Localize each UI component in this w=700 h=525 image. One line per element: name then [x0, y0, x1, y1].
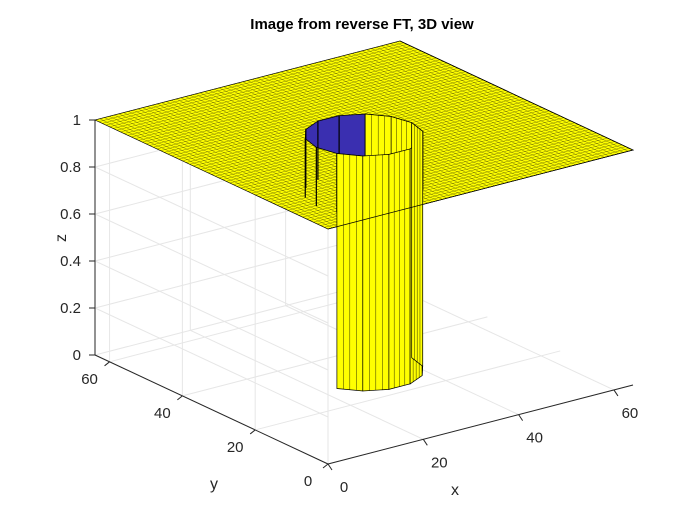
mesh-line	[390, 43, 624, 153]
axis-line	[94, 354, 329, 465]
mesh-line	[138, 61, 444, 141]
grid-line	[255, 350, 561, 431]
mesh-line	[131, 57, 437, 138]
y-tick-label: 0	[304, 473, 312, 490]
mesh-line	[102, 44, 408, 124]
mesh-line	[120, 52, 426, 133]
mesh-line	[171, 76, 477, 156]
mesh-line	[105, 45, 411, 126]
mesh-line	[94, 40, 401, 121]
x-tick-label: 20	[431, 454, 448, 471]
mesh-line	[124, 54, 430, 134]
z-tick-label: 0	[73, 347, 81, 364]
x-tick-mark	[518, 414, 524, 421]
mesh-line	[299, 66, 533, 177]
mesh-line	[323, 60, 557, 170]
mesh-line	[116, 51, 422, 131]
mesh-line	[167, 74, 473, 155]
mesh-line	[380, 45, 615, 156]
y-tick-mark	[104, 361, 110, 367]
y-tick-mark	[249, 429, 256, 435]
z-tick-label: 0.4	[60, 253, 81, 270]
z-tick-label: 0.8	[60, 159, 81, 176]
grid-line	[190, 329, 424, 440]
mesh-line	[98, 42, 404, 122]
mesh-line	[333, 58, 567, 168]
mesh-line	[149, 66, 455, 146]
mesh-line	[175, 78, 481, 158]
mesh-line	[160, 71, 466, 151]
y-tick-label: 60	[81, 371, 98, 388]
z-tick-label: 0.6	[60, 206, 81, 223]
mesh-line	[135, 59, 441, 139]
z-tick-label: 0.2	[60, 300, 81, 317]
x-tick-label: 0	[340, 479, 348, 496]
mesh-line	[337, 56, 572, 167]
hole-column	[336, 113, 424, 392]
mesh-line	[352, 53, 586, 163]
y-tick-mark	[177, 395, 183, 401]
y-axis-label: y	[210, 476, 218, 493]
surface-plot	[94, 40, 635, 392]
mesh-line	[328, 59, 562, 169]
axes	[94, 120, 634, 465]
mesh-line	[142, 62, 448, 143]
axis-line	[327, 384, 634, 465]
plateau-front-edge	[327, 40, 635, 230]
mesh-line	[366, 49, 600, 159]
mesh-line	[164, 73, 470, 153]
mesh-line	[153, 68, 459, 148]
mesh-line	[314, 63, 548, 173]
y-tick-label: 20	[227, 439, 244, 456]
x-tick-label: 60	[622, 405, 639, 422]
mesh-line	[347, 54, 581, 164]
mesh-line	[127, 56, 433, 136]
grid-line	[182, 316, 488, 397]
chart-title: Image from reverse FT, 3D view	[250, 16, 474, 33]
mesh-line	[376, 47, 610, 157]
x-tick-mark	[422, 439, 428, 446]
mesh-line	[395, 42, 629, 152]
z-axis-label: z	[53, 234, 70, 242]
x-axis-label: x	[451, 482, 459, 499]
mesh-line	[385, 44, 619, 154]
z-tick-label: 1	[73, 112, 81, 129]
mesh-line	[309, 64, 543, 174]
x-tick-mark	[327, 463, 333, 471]
mesh-line	[145, 64, 452, 145]
mesh-line	[371, 48, 605, 158]
mesh-line	[318, 61, 553, 172]
mesh-line	[357, 51, 591, 162]
mesh-line	[361, 50, 595, 161]
mesh-line	[304, 65, 538, 175]
x-tick-label: 40	[526, 430, 543, 447]
y-tick-mark	[322, 463, 329, 469]
x-tick-mark	[613, 389, 619, 397]
mesh-line	[156, 69, 462, 150]
mesh-line	[113, 49, 419, 129]
mesh-line	[109, 47, 415, 127]
y-tick-label: 40	[154, 405, 171, 422]
mesh-line	[342, 55, 576, 165]
